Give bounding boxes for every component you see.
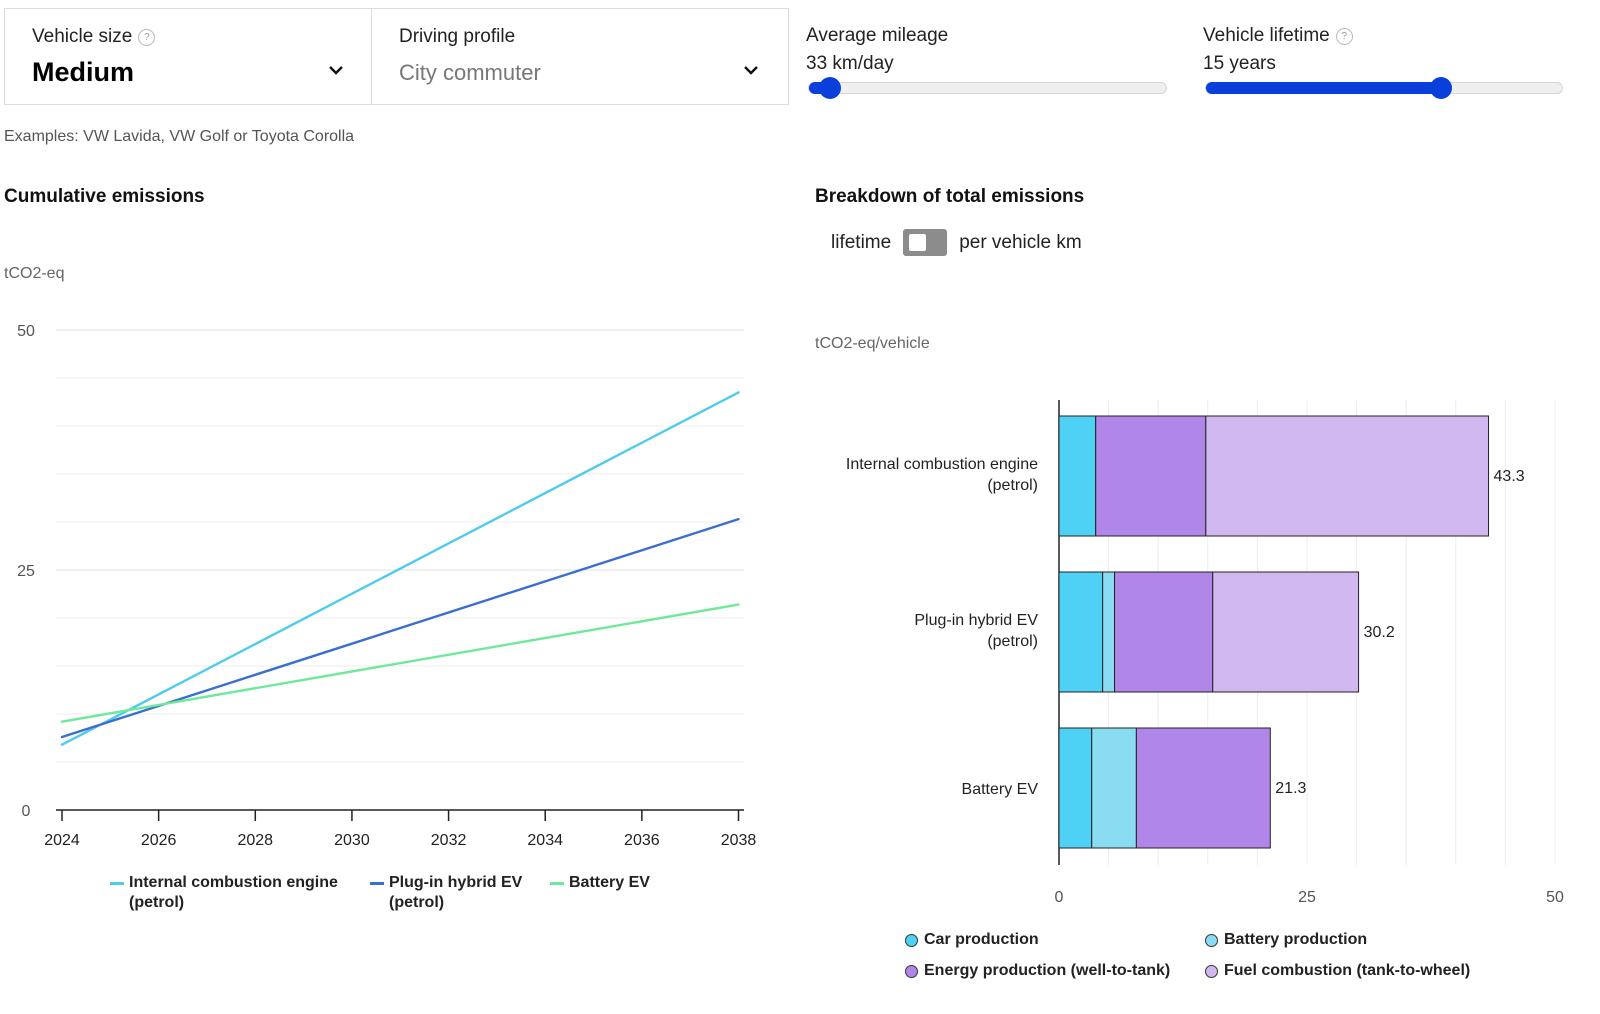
- driving-profile-dropdown[interactable]: Driving profile City commuter: [372, 9, 788, 104]
- vehicle-lifetime-label-row: Vehicle lifetime ?: [1203, 25, 1563, 47]
- driving-profile-label: Driving profile: [399, 26, 516, 47]
- legend-ice-swatch: [110, 882, 124, 885]
- cumulative-emissions-chart: 0 25 50 2024 2026 2028 2030 2032 2034 2036 2038: [17, 323, 757, 849]
- x-tick-label: 2034: [527, 832, 563, 849]
- x-tick-label: 0: [1055, 889, 1064, 906]
- legend-bev-swatch: [550, 882, 564, 885]
- bar-segment: [1095, 415, 1207, 537]
- vehicle-lifetime-control: Vehicle lifetime ? 15 years: [1203, 25, 1563, 75]
- cumulative-emissions-unit: tCO2-eq: [4, 265, 65, 282]
- y-tick-label: 50: [17, 323, 35, 340]
- y-tick-label: 25: [17, 563, 35, 580]
- bar-segment: [1058, 571, 1104, 693]
- legend-fuel-combustion[interactable]: Fuel combustion (tank-to-wheel): [1205, 961, 1470, 981]
- series-line: [60, 391, 740, 746]
- bar-segment: [1091, 727, 1137, 849]
- bar-segment: [1058, 727, 1093, 849]
- vehicle-size-help-icon[interactable]: ?: [138, 28, 156, 46]
- legend-car-production-text: Car production: [924, 931, 1039, 948]
- lifetime-per-km-toggle[interactable]: [903, 229, 948, 256]
- legend-ice-line2: (petrol): [129, 894, 185, 911]
- legend-car-production[interactable]: Car production: [905, 930, 1039, 950]
- category-label: (petrol): [987, 477, 1038, 494]
- legend-phev-line1: Plug-in hybrid EV: [389, 874, 523, 891]
- vehicle-size-label: Vehicle size: [32, 26, 133, 47]
- bar-segment: [1102, 571, 1116, 693]
- legend-car-production-swatch: [905, 934, 918, 947]
- vehicle-lifetime-slider[interactable]: [1205, 77, 1563, 99]
- breakdown-unit: tCO2-eq/vehicle: [815, 335, 930, 352]
- bar-segment: [1205, 415, 1490, 537]
- x-tick-label: 2038: [721, 832, 757, 849]
- legend-ice[interactable]: Internal combustion engine (petrol): [110, 873, 338, 913]
- vehicle-size-dropdown[interactable]: Vehicle size ? Medium: [5, 9, 372, 104]
- cumulative-legend: Internal combustion engine (petrol) Plug…: [110, 873, 730, 918]
- average-mileage-slider[interactable]: [808, 77, 1167, 99]
- category-label: (petrol): [987, 633, 1038, 650]
- vehicle-examples: Examples: VW Lavida, VW Golf or Toyota C…: [4, 128, 355, 145]
- legend-fuel-combustion-swatch: [1205, 965, 1218, 978]
- chevron-down-icon[interactable]: [327, 63, 345, 77]
- bar-total-label: 30.2: [1364, 624, 1395, 641]
- breakdown-title: Breakdown of total emissions: [815, 186, 1085, 207]
- legend-phev-line2: (petrol): [389, 894, 445, 911]
- x-tick-label: 2036: [624, 832, 660, 849]
- vehicle-lifetime-help-icon[interactable]: ?: [1335, 27, 1353, 45]
- toggle-knob: [909, 234, 927, 251]
- vehicle-lifetime-fill: [1206, 82, 1441, 94]
- selector-group: Vehicle size ? Medium Driving profile Ci…: [4, 8, 789, 105]
- legend-energy-production[interactable]: Energy production (well-to-tank): [905, 961, 1170, 981]
- breakdown-legend: Car production Battery production Energy…: [905, 930, 1505, 990]
- toggle-per-km-label: per vehicle km: [959, 231, 1082, 253]
- legend-phev[interactable]: Plug-in hybrid EV (petrol): [370, 873, 522, 913]
- cumulative-emissions-title: Cumulative emissions: [4, 186, 205, 207]
- legend-battery-production-text: Battery production: [1224, 931, 1368, 948]
- unit-toggle-row: lifetime per vehicle km: [831, 229, 1082, 256]
- x-tick-label: 2028: [237, 832, 273, 849]
- x-tick-label: 2032: [431, 832, 467, 849]
- bar-total-label: 21.3: [1275, 780, 1306, 797]
- bar-segment: [1114, 571, 1214, 693]
- series-line: [60, 603, 740, 723]
- category-label: Battery EV: [962, 781, 1039, 798]
- bar-segment: [1135, 727, 1271, 849]
- chevron-down-icon[interactable]: [742, 63, 760, 77]
- legend-ice-text: Internal combustion engine (petrol): [129, 873, 338, 913]
- legend-bev[interactable]: Battery EV: [550, 873, 650, 893]
- legend-battery-production-swatch: [1205, 934, 1218, 947]
- legend-phev-swatch: [370, 882, 384, 885]
- legend-ice-line1: Internal combustion engine: [129, 874, 338, 891]
- bar-total-label: 43.3: [1494, 468, 1525, 485]
- legend-energy-production-swatch: [905, 965, 918, 978]
- bar-segment: [1058, 415, 1097, 537]
- vehicle-lifetime-thumb[interactable]: [1430, 77, 1452, 99]
- average-mileage-control: Average mileage 33 km/day: [806, 25, 1168, 75]
- x-tick-label: 25: [1298, 889, 1316, 906]
- series-line: [60, 517, 740, 739]
- vehicle-size-value: Medium: [32, 57, 135, 87]
- driving-profile-value: City commuter: [399, 60, 541, 85]
- category-label: Internal combustion engine: [846, 456, 1038, 473]
- x-tick-label: 2024: [44, 832, 80, 849]
- legend-battery-production[interactable]: Battery production: [1205, 930, 1367, 950]
- average-mileage-label: Average mileage: [806, 25, 949, 46]
- x-tick-label: 2026: [141, 832, 177, 849]
- vehicle-lifetime-label: Vehicle lifetime: [1203, 25, 1330, 46]
- category-label: Plug-in hybrid EV: [914, 612, 1038, 629]
- legend-bev-text: Battery EV: [569, 874, 650, 891]
- breakdown-chart: 43.3 Internal combustion engine (petrol) 30…: [846, 400, 1564, 906]
- x-tick-label: 50: [1546, 889, 1564, 906]
- x-tick-label: 2030: [334, 832, 370, 849]
- y-tick-label: 0: [22, 803, 31, 820]
- vehicle-size-label-row: Vehicle size ?: [32, 26, 156, 48]
- legend-fuel-combustion-text: Fuel combustion (tank-to-wheel): [1224, 962, 1471, 979]
- average-mileage-value: 33 km/day: [806, 53, 894, 74]
- legend-phev-text: Plug-in hybrid EV (petrol): [389, 873, 522, 913]
- toggle-lifetime-label: lifetime: [831, 231, 892, 253]
- average-mileage-thumb[interactable]: [819, 77, 841, 99]
- legend-energy-production-text: Energy production (well-to-tank): [924, 962, 1171, 979]
- bar-segment: [1212, 571, 1360, 693]
- vehicle-lifetime-value: 15 years: [1203, 53, 1276, 74]
